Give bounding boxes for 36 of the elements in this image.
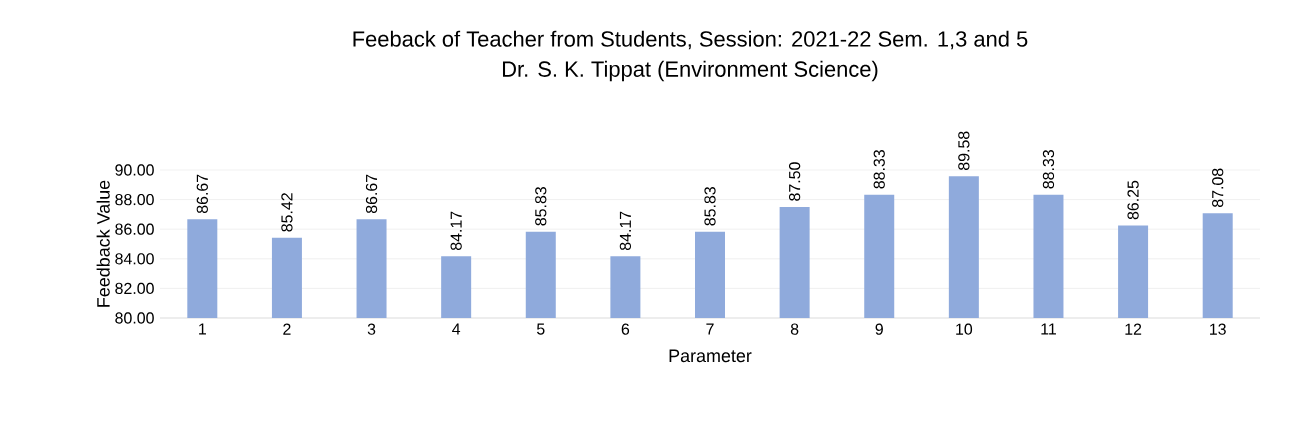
data-label: 85.83 — [535, 187, 547, 226]
y-tick-label: 82.00 — [115, 282, 154, 295]
data-label: 86.25 — [1127, 180, 1139, 220]
data-label: 85.42 — [281, 193, 293, 232]
y-tick-label: 80.00 — [115, 312, 154, 324]
x-tick-label: 9 — [875, 323, 883, 335]
y-axis-title: Feedback Value — [96, 180, 110, 307]
x-tick-label: 7 — [706, 323, 714, 335]
data-label: 88.33 — [873, 150, 885, 189]
data-label: 89.58 — [958, 131, 970, 171]
data-label: 84.17 — [619, 211, 632, 251]
y-tick-label: 88.00 — [115, 193, 154, 206]
data-label: 86.67 — [196, 174, 208, 214]
x-tick-label: 11 — [1041, 323, 1056, 335]
data-label: 88.33 — [1042, 150, 1055, 189]
y-tick-label: 86.00 — [115, 223, 154, 235]
x-tick-label: 8 — [790, 323, 799, 335]
x-tick-label: 5 — [536, 323, 545, 335]
x-axis-title: Parameter — [669, 349, 752, 363]
data-label: 87.50 — [788, 162, 801, 201]
x-tick-label: 2 — [283, 323, 291, 335]
data-label: 87.08 — [1212, 168, 1224, 208]
data-label: 86.67 — [365, 174, 378, 214]
x-tick-label: 3 — [367, 323, 376, 335]
x-tick-label: 6 — [621, 323, 630, 335]
y-tick-label: 84.00 — [115, 253, 154, 265]
chart-subtitle: Dr. S. K. Tippat (Environment Science) — [502, 60, 878, 82]
x-tick-label: 4 — [452, 323, 461, 335]
x-tick-label: 13 — [1210, 323, 1226, 335]
y-tick-label: 90.00 — [115, 164, 154, 176]
x-tick-label: 1 — [199, 323, 206, 335]
chart-title: Feeback of Teacher from Students, Session: 2021-22 Sem. 1,3 and 5 — [353, 30, 1028, 50]
data-label: 85.83 — [704, 187, 716, 226]
x-tick-label: 12 — [1125, 323, 1142, 335]
x-tick-label: 10 — [956, 323, 973, 335]
data-label: 84.17 — [450, 211, 462, 251]
